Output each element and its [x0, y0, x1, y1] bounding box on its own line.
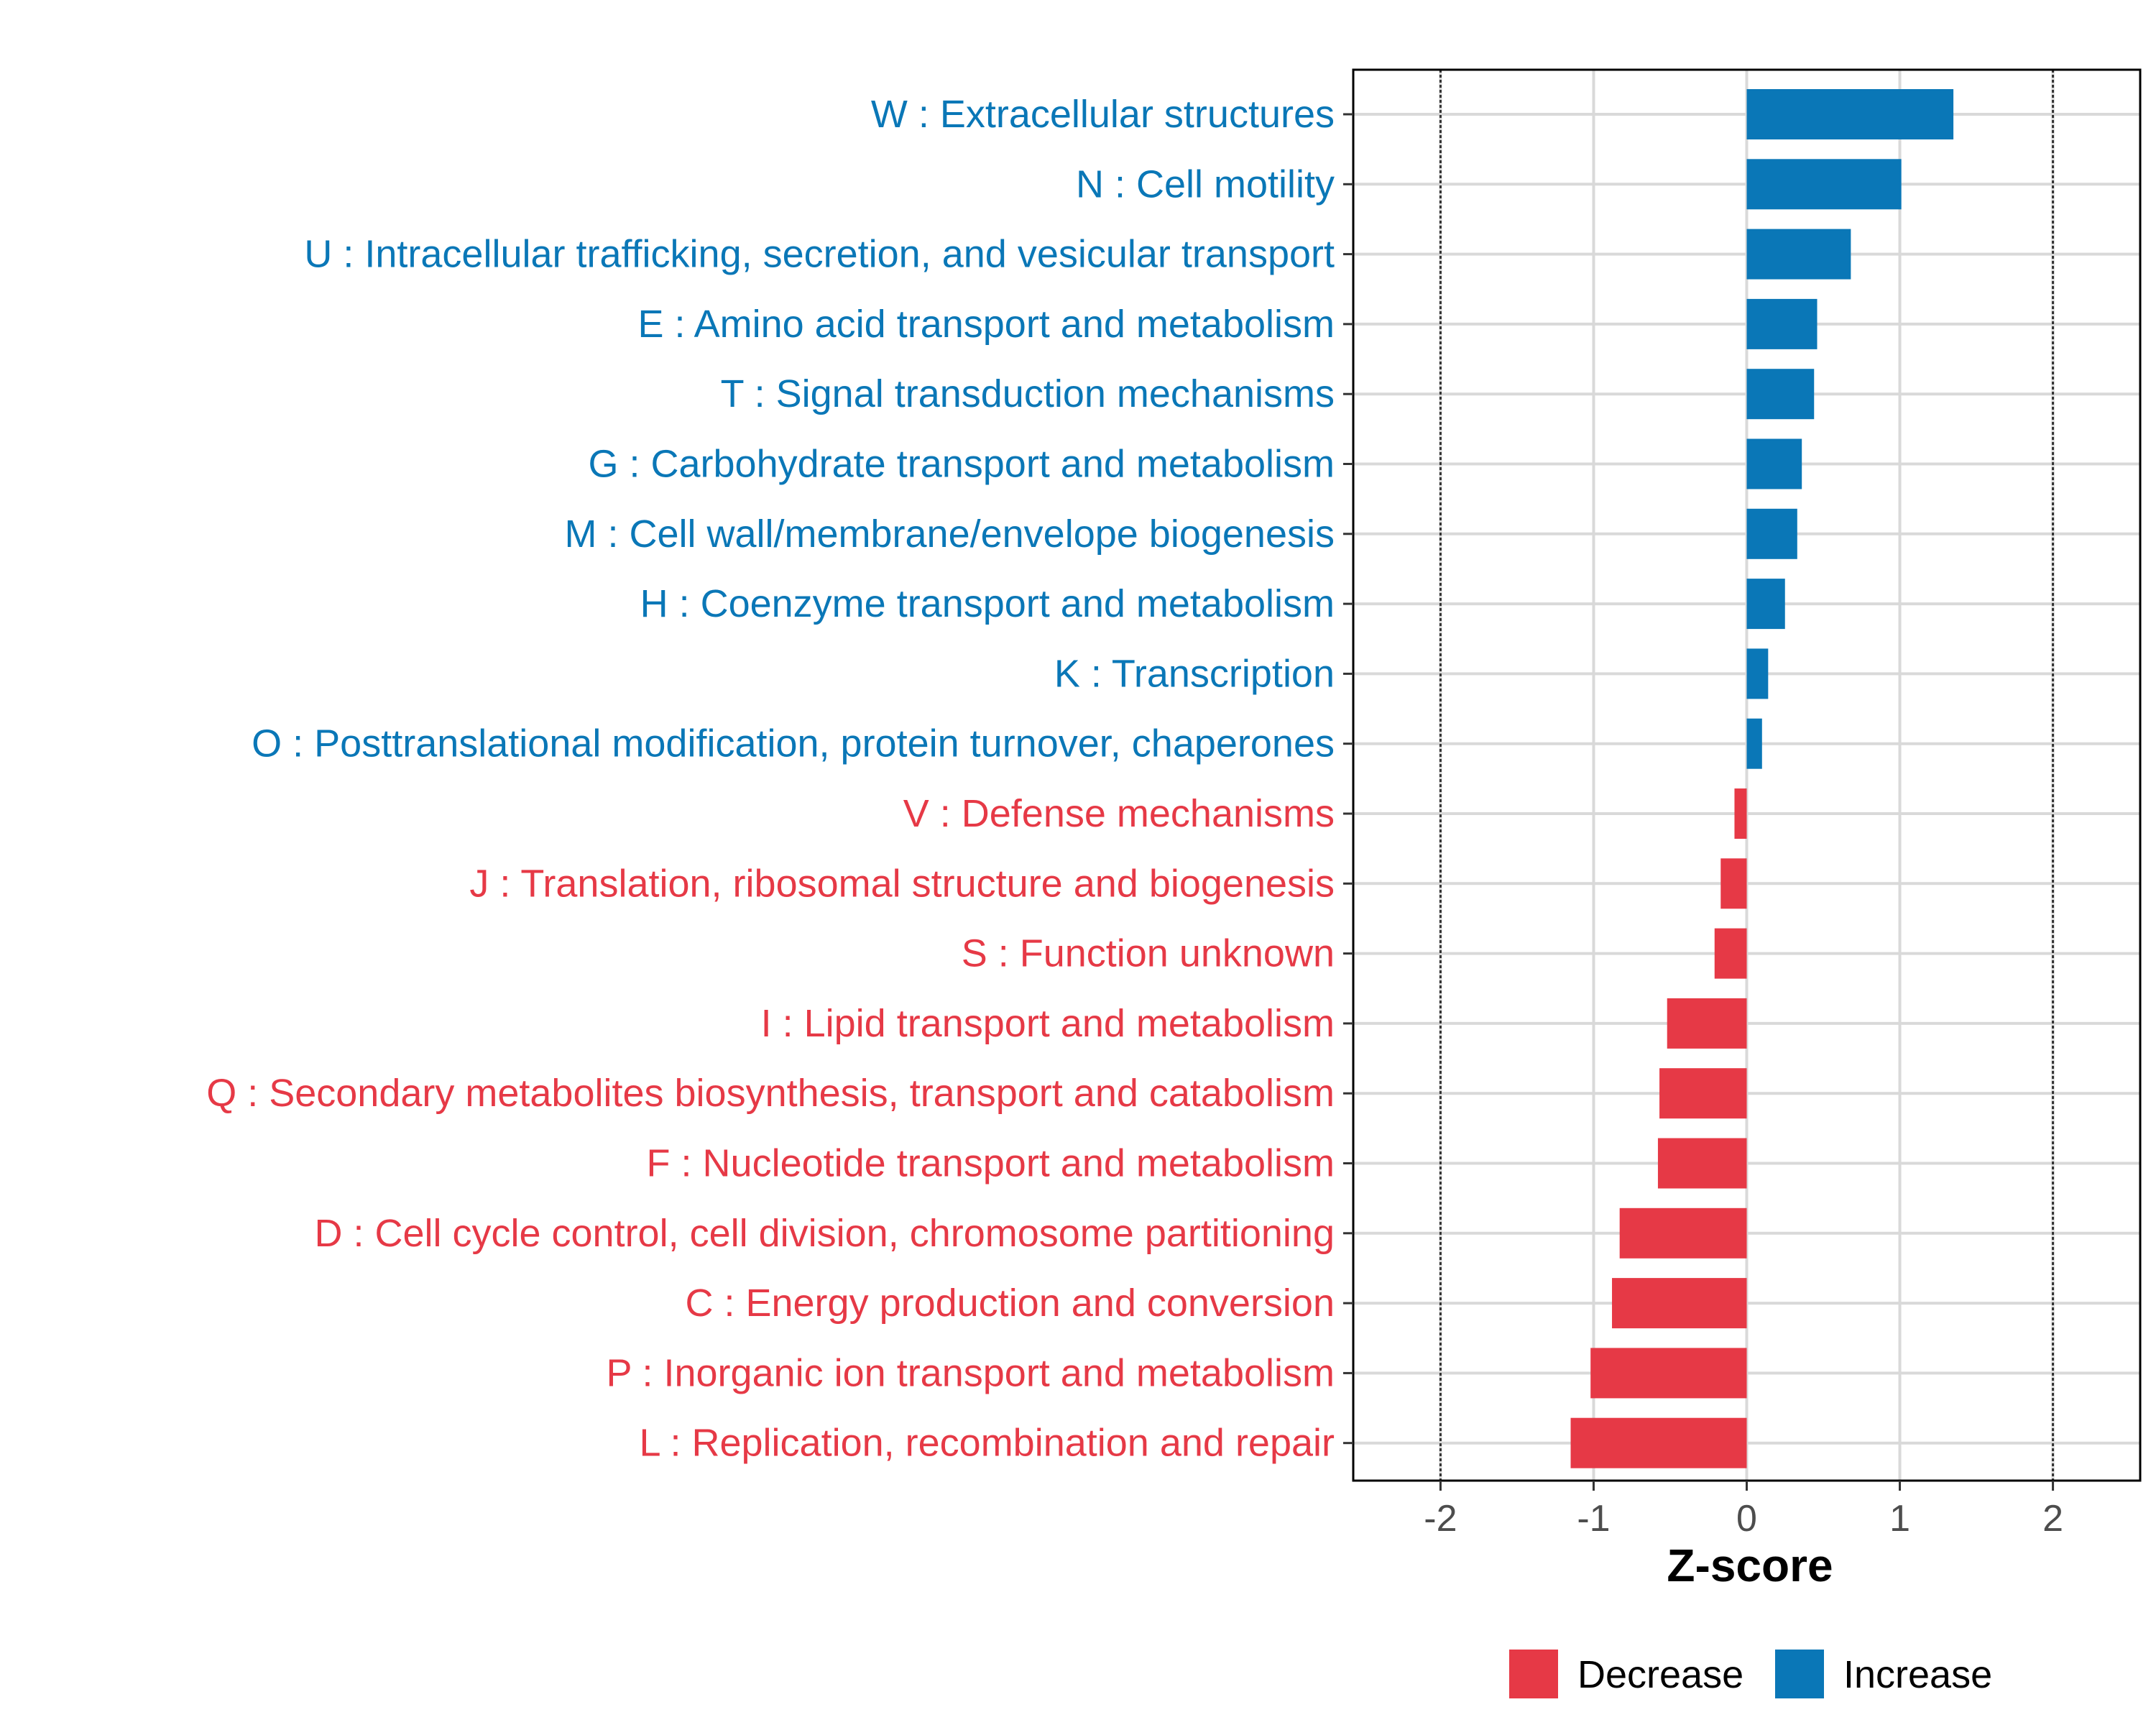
category-label: P : Inorganic ion transport and metaboli…: [606, 1351, 1335, 1394]
category-label: J : Translation, ribosomal structure and…: [469, 862, 1335, 905]
bar: [1659, 1068, 1747, 1119]
category-label: M : Cell wall/membrane/envelope biogenes…: [564, 512, 1335, 556]
category-label: K : Transcription: [1054, 652, 1335, 695]
category-label: O : Posttranslational modification, prot…: [252, 722, 1335, 765]
bar: [1746, 648, 1769, 699]
category-label: W : Extracellular structures: [871, 93, 1335, 136]
category-label: E : Amino acid transport and metabolism: [638, 303, 1335, 346]
bar: [1657, 1138, 1747, 1189]
bar: [1570, 1417, 1747, 1468]
category-label: L : Replication, recombination and repai…: [639, 1422, 1335, 1465]
category-label: V : Defense mechanisms: [903, 792, 1335, 835]
category-label: H : Coenzyme transport and metabolism: [640, 582, 1335, 625]
category-label: I : Lipid transport and metabolism: [761, 1002, 1335, 1045]
legend: Decrease Increase: [1509, 1650, 1992, 1698]
legend-swatch: [1509, 1650, 1558, 1698]
bar: [1612, 1278, 1747, 1329]
bar: [1746, 159, 1902, 210]
category-label: S : Function unknown: [962, 932, 1335, 975]
bar: [1746, 369, 1815, 420]
bar: [1746, 438, 1802, 489]
bar-layer: [1570, 89, 1954, 1468]
category-label: U : Intracellular trafficking, secretion…: [304, 233, 1335, 276]
legend-label: Increase: [1843, 1653, 1992, 1696]
x-tick-label: -2: [1424, 1498, 1457, 1540]
axis-layer: W : Extracellular structures N : Cell mot…: [206, 93, 2063, 1540]
x-tick-label: -1: [1577, 1498, 1610, 1540]
bar: [1746, 89, 1954, 139]
category-label: Q : Secondary metabolites biosynthesis, …: [206, 1072, 1335, 1115]
bar: [1746, 508, 1797, 559]
bar: [1714, 928, 1747, 979]
bar: [1746, 298, 1818, 349]
category-label: D : Cell cycle control, cell division, c…: [314, 1212, 1335, 1255]
bar: [1619, 1208, 1747, 1259]
x-tick-label: 0: [1736, 1498, 1757, 1540]
category-label: G : Carbohydrate transport and metabolis…: [589, 443, 1335, 486]
bar: [1667, 998, 1747, 1049]
bar: [1746, 579, 1785, 630]
bar: [1734, 788, 1747, 839]
category-label: F : Nucleotide transport and metabolism: [647, 1142, 1335, 1185]
x-tick-label: 1: [1889, 1498, 1910, 1540]
legend-label: Decrease: [1577, 1653, 1743, 1696]
bar: [1746, 718, 1762, 769]
bar: [1720, 858, 1747, 909]
category-label: N : Cell motility: [1076, 162, 1335, 206]
bar: [1746, 229, 1851, 280]
x-axis-title: Z-score: [1667, 1540, 1833, 1591]
bar: [1590, 1348, 1747, 1399]
legend-swatch: [1775, 1650, 1824, 1698]
category-label: C : Energy production and conversion: [685, 1282, 1335, 1325]
x-tick-label: 2: [2042, 1498, 2063, 1540]
category-label: T : Signal transduction mechanisms: [721, 372, 1335, 415]
